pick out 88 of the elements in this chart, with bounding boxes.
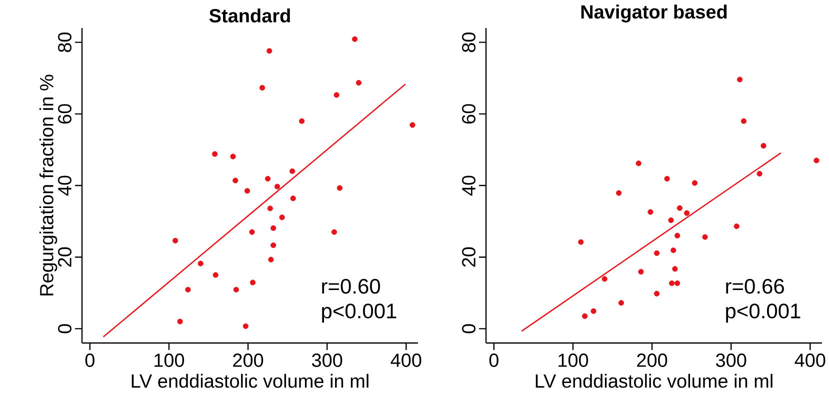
point xyxy=(740,118,747,124)
y-tick-label: 0 xyxy=(462,324,476,334)
annotation: p<0.001 xyxy=(726,304,800,323)
y-tick-label: 80 xyxy=(58,32,72,52)
x-tick-label: 300 xyxy=(312,354,342,367)
chart-title: Navigator based xyxy=(581,4,727,22)
y-tick-label: 40 xyxy=(58,176,72,196)
x-tick-label: 0 xyxy=(489,354,498,367)
point xyxy=(230,154,236,160)
point xyxy=(664,176,670,182)
y-tick-label: 20 xyxy=(58,247,72,267)
point xyxy=(814,158,820,164)
y-axis-title: Regurgitation fraction in % xyxy=(39,74,58,296)
point xyxy=(274,184,280,190)
point xyxy=(212,272,218,278)
point xyxy=(242,323,248,329)
annotation: r=0.66 xyxy=(726,278,784,294)
point xyxy=(267,206,273,212)
point xyxy=(233,286,239,292)
point xyxy=(734,224,740,230)
point xyxy=(736,76,743,82)
point xyxy=(290,196,296,202)
point xyxy=(618,300,624,306)
point xyxy=(410,122,416,128)
point xyxy=(259,84,266,91)
point xyxy=(290,168,296,174)
point xyxy=(266,48,272,54)
point xyxy=(279,214,285,220)
point xyxy=(356,80,362,86)
point xyxy=(198,260,204,266)
y-tick-label: 80 xyxy=(462,32,476,52)
point xyxy=(298,118,305,124)
point xyxy=(590,308,596,314)
point xyxy=(264,176,271,182)
point xyxy=(670,247,676,254)
point xyxy=(602,276,608,282)
annotation: p<0.001 xyxy=(322,304,396,323)
x-axis-title: LV enddiastolic volume in ml xyxy=(536,374,772,388)
point xyxy=(268,256,274,262)
y-tick-label: 0 xyxy=(58,324,72,334)
x-tick-label: 100 xyxy=(558,354,588,367)
point xyxy=(636,160,642,166)
point xyxy=(249,229,255,235)
y-tick-label: 60 xyxy=(58,104,72,124)
x-tick-label: 100 xyxy=(154,354,184,367)
point xyxy=(232,178,238,184)
x-tick-label: 200 xyxy=(233,354,264,367)
point xyxy=(702,234,708,240)
point xyxy=(668,217,674,224)
point xyxy=(654,250,660,256)
point xyxy=(578,239,584,245)
x-tick-label: 0 xyxy=(85,354,94,367)
point xyxy=(185,286,191,292)
point xyxy=(692,180,698,186)
chart-title: Standard xyxy=(209,8,290,22)
point xyxy=(270,242,276,248)
point xyxy=(582,313,588,319)
point xyxy=(674,280,680,286)
x-tick-label: 400 xyxy=(390,354,422,367)
point xyxy=(638,268,644,275)
annotation: r=0.60 xyxy=(322,278,380,294)
x-tick-label: 400 xyxy=(794,354,826,367)
point xyxy=(648,209,654,215)
point xyxy=(172,238,178,244)
point xyxy=(352,36,358,42)
point xyxy=(684,210,690,216)
point xyxy=(270,225,276,231)
x-tick-label: 300 xyxy=(716,354,746,367)
x-tick-label: 200 xyxy=(637,354,668,367)
y-tick-label: 40 xyxy=(462,176,476,196)
y-tick-label: 60 xyxy=(462,104,476,124)
point xyxy=(672,266,678,272)
x-axis-title: LV enddiastolic volume in ml xyxy=(132,374,368,388)
point xyxy=(760,142,766,149)
point xyxy=(212,151,218,157)
point xyxy=(668,280,675,286)
point xyxy=(756,170,762,176)
point xyxy=(334,92,340,98)
point xyxy=(616,190,622,196)
point xyxy=(676,205,683,211)
point xyxy=(336,185,343,191)
point xyxy=(331,229,338,235)
point xyxy=(250,280,256,286)
point xyxy=(177,318,183,324)
point xyxy=(654,290,660,296)
y-tick-label: 20 xyxy=(462,247,476,267)
point xyxy=(674,232,680,238)
point xyxy=(244,188,250,194)
